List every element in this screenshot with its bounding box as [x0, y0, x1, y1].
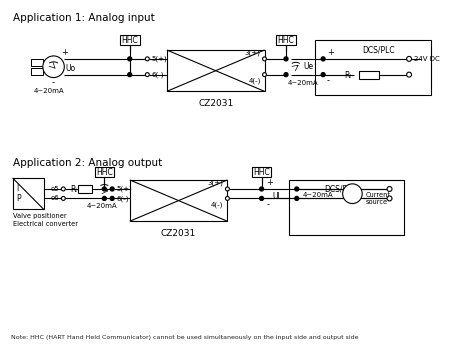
Circle shape	[61, 196, 65, 201]
Text: 6(-): 6(-)	[151, 71, 164, 78]
Text: 4~20mA: 4~20mA	[288, 79, 319, 85]
Text: 3(+): 3(+)	[207, 180, 224, 186]
Bar	[359, 71, 379, 78]
Circle shape	[145, 57, 149, 61]
Circle shape	[225, 187, 230, 191]
Bar	[94, 167, 114, 177]
Text: Uo: Uo	[65, 64, 76, 73]
Bar	[31, 68, 43, 75]
Text: 4~20mA: 4~20mA	[303, 192, 333, 198]
Text: Rₗ: Rₗ	[70, 186, 77, 195]
Circle shape	[103, 196, 106, 201]
Bar	[13, 178, 44, 209]
Circle shape	[387, 196, 392, 201]
Text: +: +	[327, 48, 334, 57]
Circle shape	[262, 73, 266, 77]
Text: Current
source: Current source	[366, 192, 391, 205]
Text: UI: UI	[272, 193, 280, 201]
Text: Valve positioner
Electrical converter: Valve positioner Electrical converter	[13, 214, 77, 228]
Circle shape	[225, 196, 230, 201]
Circle shape	[321, 73, 325, 77]
Circle shape	[260, 196, 264, 201]
Bar	[315, 40, 431, 95]
Text: -: -	[266, 201, 270, 209]
Circle shape	[128, 57, 132, 61]
Text: Ue: Ue	[304, 62, 314, 71]
Text: P: P	[17, 194, 21, 203]
Circle shape	[110, 187, 114, 191]
Bar	[276, 35, 296, 45]
Circle shape	[284, 73, 288, 77]
Text: HHC: HHC	[122, 36, 138, 45]
Bar	[120, 35, 140, 45]
Circle shape	[295, 187, 299, 191]
Text: 3(+): 3(+)	[245, 50, 261, 56]
Text: -: -	[327, 77, 330, 86]
Bar	[130, 180, 227, 221]
Text: 6(-): 6(-)	[116, 195, 129, 202]
Bar	[252, 167, 271, 177]
Text: HHC: HHC	[253, 168, 270, 176]
Text: CZ2031: CZ2031	[161, 229, 196, 238]
Circle shape	[387, 187, 392, 191]
Text: HHC: HHC	[96, 168, 112, 176]
Circle shape	[284, 57, 288, 61]
Circle shape	[262, 57, 266, 61]
Text: 4~20mA: 4~20mA	[87, 203, 118, 209]
Text: Rₗ: Rₗ	[345, 71, 351, 80]
Bar	[78, 185, 92, 193]
Bar	[167, 50, 265, 91]
Text: 5(+): 5(+)	[151, 56, 167, 62]
Text: 5(+): 5(+)	[116, 186, 132, 192]
Text: o6: o6	[51, 195, 59, 201]
Circle shape	[342, 184, 362, 204]
Circle shape	[103, 187, 106, 191]
Text: -: -	[52, 78, 54, 87]
Text: 24V DC: 24V DC	[414, 56, 440, 62]
Bar	[289, 180, 404, 235]
Text: Application 1: Analog input: Application 1: Analog input	[13, 13, 154, 23]
Circle shape	[407, 72, 411, 77]
Circle shape	[61, 187, 65, 191]
Text: +: +	[266, 178, 273, 187]
Text: 4(-): 4(-)	[211, 201, 224, 208]
Circle shape	[110, 196, 114, 201]
Text: HHC: HHC	[278, 36, 294, 45]
Text: 4~20mA: 4~20mA	[33, 89, 64, 94]
Bar	[31, 59, 43, 66]
Circle shape	[321, 57, 325, 61]
Circle shape	[407, 56, 411, 61]
Text: DCS/PLC: DCS/PLC	[324, 185, 357, 194]
Circle shape	[295, 196, 299, 201]
Text: 4(-): 4(-)	[248, 77, 261, 84]
Circle shape	[260, 187, 264, 191]
Text: I: I	[17, 184, 19, 194]
Circle shape	[43, 56, 64, 78]
Text: CZ2031: CZ2031	[198, 99, 233, 108]
Text: o5: o5	[51, 186, 59, 192]
Circle shape	[145, 73, 149, 77]
Text: Note: HHC (HART Hand Held Communicator) cannot be used simultaneously on the inp: Note: HHC (HART Hand Held Communicator) …	[11, 335, 358, 341]
Text: Application 2: Analog output: Application 2: Analog output	[13, 158, 162, 168]
Circle shape	[128, 73, 132, 77]
Text: DCS/PLC: DCS/PLC	[362, 45, 395, 54]
Text: +: +	[61, 48, 68, 57]
